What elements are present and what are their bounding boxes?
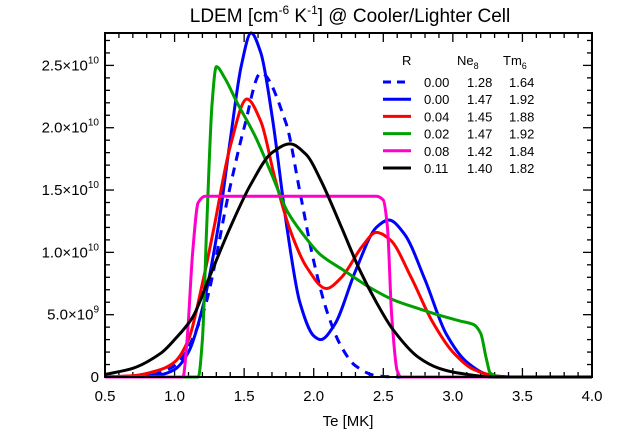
y-tick-exponent: 10 — [88, 118, 100, 129]
legend-tm6-value: 1.92 — [509, 92, 534, 107]
legend-tm6-value: 1.88 — [509, 109, 534, 124]
legend-header-tm-text: Tm — [503, 53, 522, 68]
series-line-4 — [105, 65, 592, 379]
y-tick-label: 1.0×1010 — [42, 242, 100, 261]
series-line-6 — [104, 142, 592, 379]
title-part: ] @ Cooler/Lighter Cell — [318, 6, 510, 27]
series-line-2 — [104, 31, 592, 379]
legend-r-value: 0.08 — [424, 144, 449, 159]
legend-r-value: 0.02 — [424, 127, 449, 142]
legend-ne8-value: 1.47 — [467, 127, 492, 142]
title-exponent: -6 — [278, 3, 289, 17]
legend-header-tm: Tm6 — [503, 53, 527, 71]
legend: R Ne8 Tm6 0.00 1.28 1.64 0.00 1.47 1.92 0.04 1.… — [383, 53, 534, 176]
title-exponent: -1 — [307, 3, 318, 17]
legend-header-ne-sub: 8 — [474, 61, 479, 71]
x-tick-label: 2.5 — [373, 388, 394, 405]
title-part: K — [289, 6, 307, 27]
y-tick-exponent: 9 — [93, 305, 99, 316]
y-tick-exponent: 10 — [88, 242, 100, 253]
y-tick-label: 2.0×1010 — [42, 118, 100, 137]
legend-header-ne-text: Ne — [457, 53, 474, 68]
legend-ne8-value: 1.47 — [467, 92, 492, 107]
y-tick-label: 0 — [91, 369, 99, 386]
y-tick-mantissa: 1.5×10 — [42, 182, 88, 199]
y-tick-exponent: 10 — [88, 180, 100, 191]
series-line-1 — [104, 71, 592, 379]
legend-tm6-value: 1.84 — [509, 144, 534, 159]
legend-r-value: 0.04 — [424, 109, 449, 124]
y-tick-mantissa: 1.0×10 — [42, 244, 88, 261]
title-part: LDEM [cm — [190, 6, 279, 27]
x-tick-label: 1.0 — [164, 388, 185, 405]
legend-tm6-value: 1.92 — [509, 127, 534, 142]
legend-ne8-value: 1.42 — [467, 144, 492, 159]
x-axis-label: Te [MK] — [323, 413, 374, 430]
legend-r-value: 0.00 — [424, 92, 449, 107]
x-tick-label: 3.0 — [442, 388, 463, 405]
plot-frame — [104, 32, 593, 378]
legend-r-value: 0.00 — [424, 75, 449, 90]
y-tick-mantissa: 5.0×10 — [47, 307, 93, 324]
y-tick-mantissa: 0 — [91, 369, 99, 386]
legend-header-tm-sub: 6 — [522, 61, 527, 71]
x-tick-label: 4.0 — [582, 388, 603, 405]
legend-tm6-value: 1.64 — [509, 75, 534, 90]
y-tick-label: 5.0×109 — [47, 305, 99, 324]
y-tick-mantissa: 2.5×10 — [42, 57, 88, 74]
series-line-5 — [105, 194, 592, 379]
y-tick-exponent: 10 — [88, 55, 100, 66]
x-tick-label: 0.5 — [95, 388, 116, 405]
chart-title: LDEM [cm-6 K-1] @ Cooler/Lighter Cell — [190, 3, 510, 27]
legend-ne8-value: 1.45 — [467, 109, 492, 124]
x-tick-labels: 0.5 1.0 1.5 2.0 2.5 3.0 3.5 4.0 — [95, 388, 603, 405]
x-tick-label: 1.5 — [234, 388, 255, 405]
legend-header-r: R — [402, 53, 411, 68]
x-tick-label: 2.0 — [303, 388, 324, 405]
legend-r-value: 0.11 — [424, 161, 448, 176]
series-lines — [104, 31, 592, 379]
legend-ne8-value: 1.28 — [467, 75, 492, 90]
y-tick-label: 2.5×1010 — [42, 55, 100, 74]
y-tick-label: 1.5×1010 — [42, 180, 100, 199]
legend-header-ne: Ne8 — [457, 53, 479, 71]
legend-ne8-value: 1.40 — [467, 161, 492, 176]
y-tick-mantissa: 2.0×10 — [42, 120, 88, 137]
x-tick-label: 3.5 — [512, 388, 533, 405]
legend-tm6-value: 1.82 — [509, 161, 534, 176]
